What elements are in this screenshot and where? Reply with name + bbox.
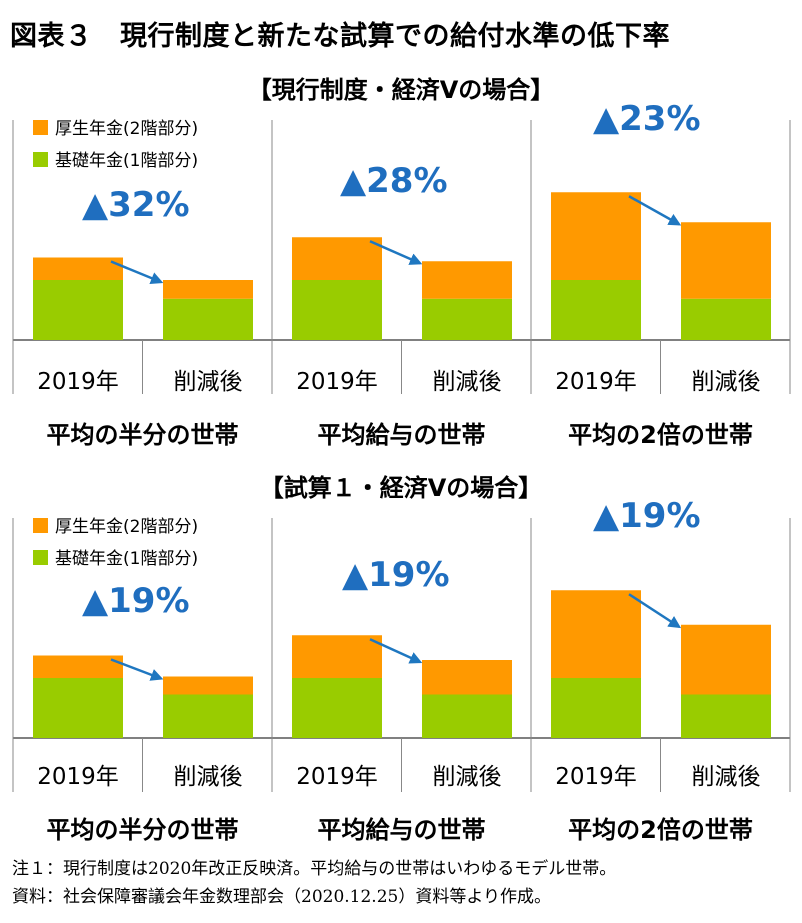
legend-swatch-kosei xyxy=(33,518,48,533)
reduction-arrow xyxy=(628,593,682,629)
bar-kiso xyxy=(33,280,123,340)
bar-kosei xyxy=(422,660,512,695)
category-label: 削減後 xyxy=(174,369,243,395)
bar-kosei xyxy=(33,257,123,280)
category-label: 削減後 xyxy=(692,369,761,395)
panel-1-title: 【現行制度・経済Vの場合】 xyxy=(247,76,555,104)
group-label: 平均の2倍の世帯 xyxy=(568,816,753,844)
reduction-label: ▲19% xyxy=(342,555,450,595)
category-label: 2019年 xyxy=(555,369,637,395)
legend-swatch-kiso xyxy=(33,152,48,167)
reduction-label: ▲19% xyxy=(593,496,701,536)
group-label: 平均給与の世帯 xyxy=(318,816,486,844)
legend-label-kosei: 厚生年金(2階部分) xyxy=(55,119,198,139)
reduction-arrow xyxy=(369,240,423,265)
category-label: 2019年 xyxy=(555,764,637,790)
reduction-label: ▲28% xyxy=(340,161,448,201)
legend-swatch-kiso xyxy=(33,550,48,565)
bar-kosei xyxy=(163,280,253,299)
figure-title: 図表３ 現行制度と新たな試算での給付水準の低下率 xyxy=(10,21,670,52)
category-label: 削減後 xyxy=(433,764,502,790)
bar-kosei xyxy=(422,261,512,299)
group-label: 平均給与の世帯 xyxy=(318,421,486,449)
category-label: 2019年 xyxy=(296,764,378,790)
bar-kiso xyxy=(551,280,641,340)
footnote: 注１：現行制度は2020年改正反映済。平均給与の世帯はいわゆるモデル世帯。 xyxy=(12,859,617,879)
reduction-label: ▲32% xyxy=(82,185,190,225)
reduction-label: ▲23% xyxy=(593,99,701,139)
bar-kiso xyxy=(292,678,382,738)
category-label: 削減後 xyxy=(692,764,761,790)
bar-kosei xyxy=(681,222,771,299)
group-label: 平均の半分の世帯 xyxy=(47,421,239,449)
category-label: 2019年 xyxy=(296,369,378,395)
bar-kosei xyxy=(33,655,123,678)
legend-label-kiso: 基礎年金(1階部分) xyxy=(55,151,198,171)
reduction-label: ▲19% xyxy=(82,581,190,621)
bar-kosei xyxy=(681,624,771,695)
legend-label-kiso: 基礎年金(1階部分) xyxy=(55,549,198,569)
bar-kosei xyxy=(551,590,641,678)
bar-kosei xyxy=(292,237,382,280)
bar-kiso xyxy=(422,694,512,738)
category-label: 2019年 xyxy=(37,369,119,395)
bar-kiso xyxy=(33,678,123,738)
panel-2-title: 【試算１・経済Vの場合】 xyxy=(259,474,543,502)
bar-kiso xyxy=(681,298,771,340)
bar-kiso xyxy=(681,694,771,738)
reduction-arrow xyxy=(628,195,682,226)
bar-kiso xyxy=(292,280,382,340)
bar-kosei xyxy=(163,676,253,695)
legend-swatch-kosei xyxy=(33,120,48,135)
legend-label-kosei: 厚生年金(2階部分) xyxy=(55,517,198,537)
bar-kosei xyxy=(551,192,641,280)
reduction-arrow xyxy=(110,260,164,284)
bar-kosei xyxy=(292,635,382,678)
reduction-arrow xyxy=(110,658,164,681)
group-label: 平均の半分の世帯 xyxy=(47,816,239,844)
bar-kiso xyxy=(422,298,512,340)
group-label: 平均の2倍の世帯 xyxy=(568,421,753,449)
source-note: 資料：社会保障審議会年金数理部会（2020.12.25）資料等より作成。 xyxy=(12,887,551,907)
category-label: 2019年 xyxy=(37,764,119,790)
bar-kiso xyxy=(163,694,253,738)
category-label: 削減後 xyxy=(174,764,243,790)
reduction-arrow xyxy=(369,638,423,664)
category-label: 削減後 xyxy=(433,369,502,395)
bar-kiso xyxy=(163,298,253,340)
bar-kiso xyxy=(551,678,641,738)
